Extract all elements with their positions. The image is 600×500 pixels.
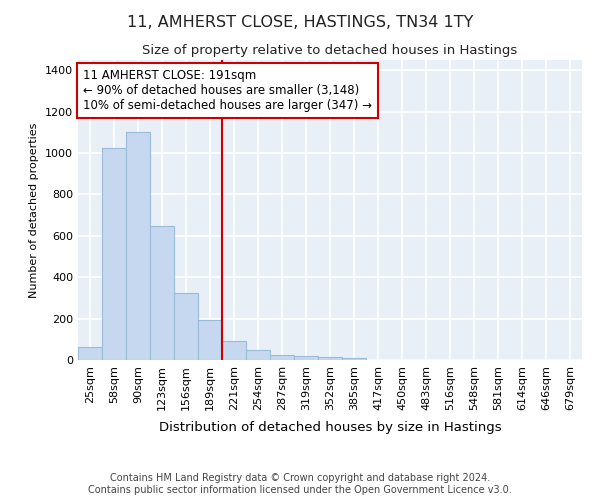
Bar (78, 346, 102, 360)
Text: Contains HM Land Registry data © Crown copyright and database right 2024.
Contai: Contains HM Land Registry data © Crown c… (88, 474, 512, 495)
Bar (102, 148, 126, 360)
Text: 11, AMHERST CLOSE, HASTINGS, TN34 1TY: 11, AMHERST CLOSE, HASTINGS, TN34 1TY (127, 15, 473, 30)
Bar (150, 226, 174, 360)
Bar (198, 320, 222, 360)
Title: Size of property relative to detached houses in Hastings: Size of property relative to detached ho… (142, 44, 518, 58)
Bar (294, 356, 318, 360)
Bar (270, 355, 294, 360)
Text: 11 AMHERST CLOSE: 191sqm
← 90% of detached houses are smaller (3,148)
10% of sem: 11 AMHERST CLOSE: 191sqm ← 90% of detach… (83, 69, 372, 112)
Bar (318, 357, 342, 360)
Bar (222, 342, 246, 360)
X-axis label: Distribution of detached houses by size in Hastings: Distribution of detached houses by size … (158, 421, 502, 434)
Bar (246, 350, 270, 360)
Bar (174, 293, 198, 360)
Y-axis label: Number of detached properties: Number of detached properties (29, 122, 40, 298)
Bar (126, 132, 150, 360)
Bar (342, 358, 366, 360)
